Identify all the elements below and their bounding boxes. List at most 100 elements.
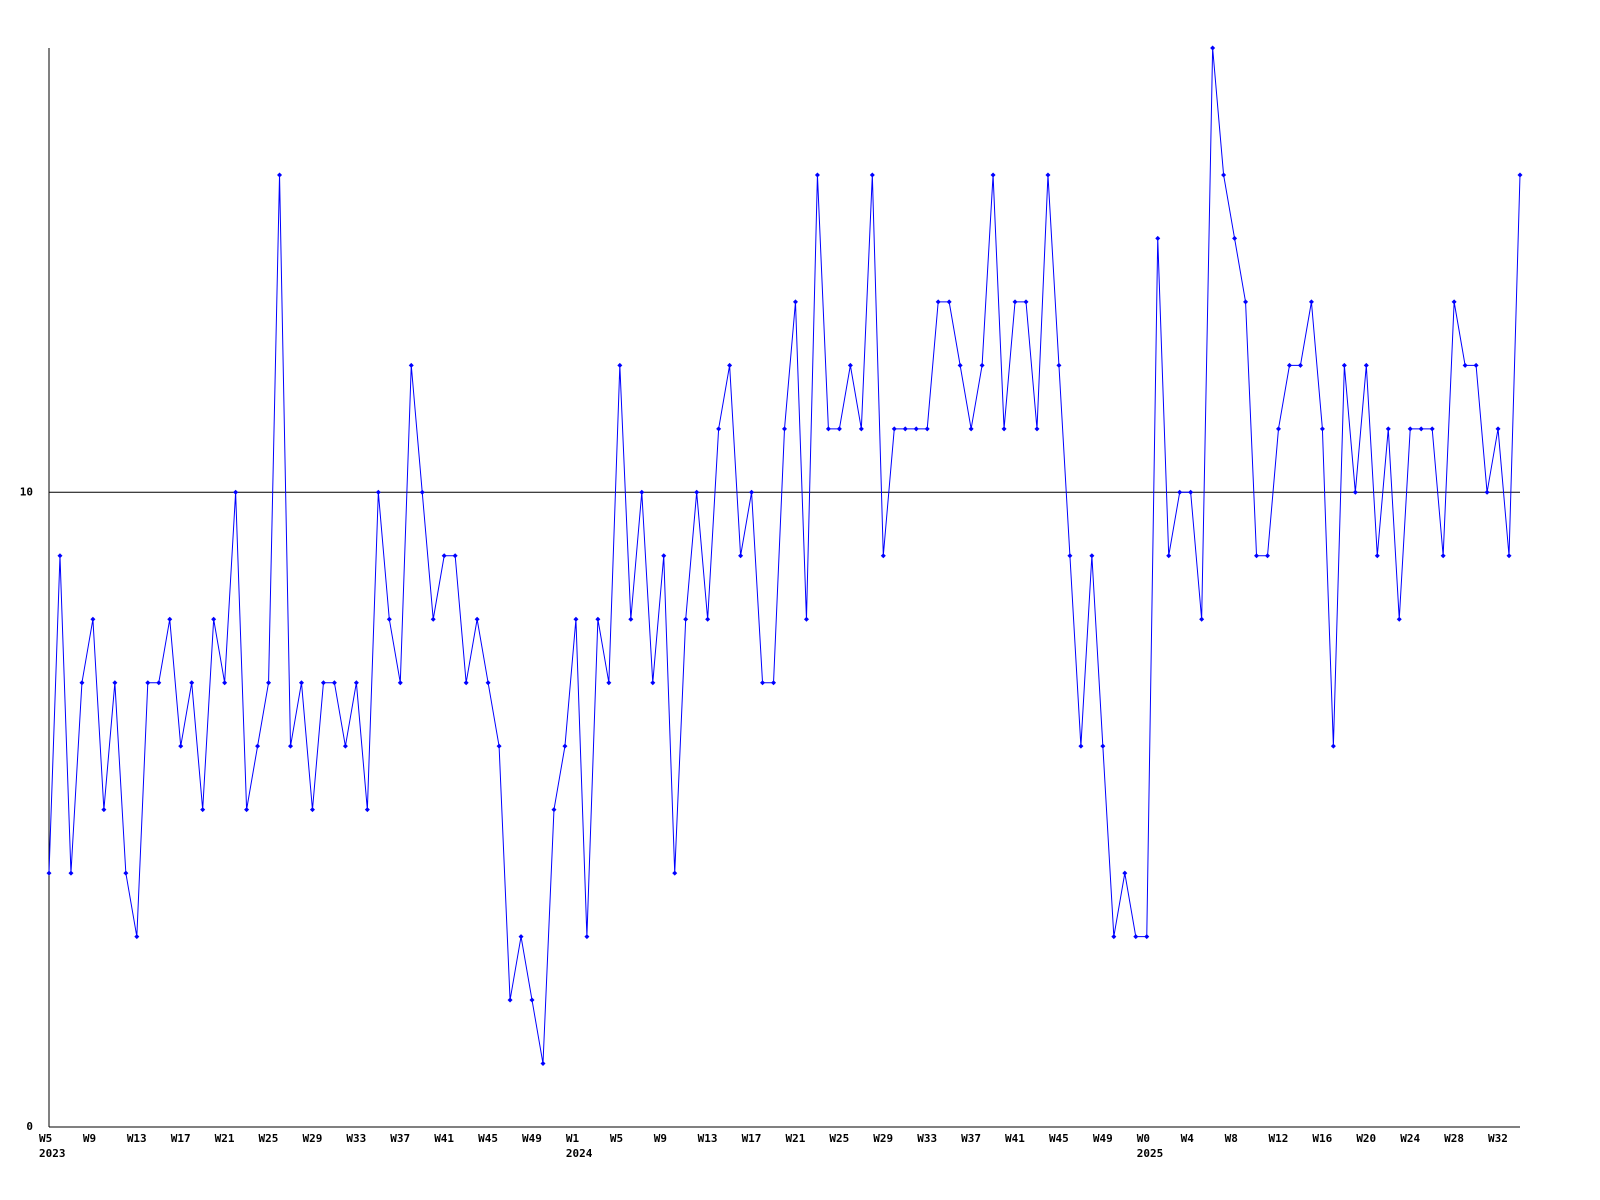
data-point (814, 172, 820, 178)
data-point (727, 362, 733, 368)
data-point (858, 426, 864, 432)
data-point (320, 680, 326, 686)
data-point (957, 362, 963, 368)
x-tick-label: W5 (39, 1132, 52, 1145)
data-point (529, 997, 535, 1003)
x-tick-label: W25 (259, 1132, 279, 1145)
data-point (1319, 426, 1325, 432)
x-tick-label: W49 (522, 1132, 542, 1145)
data-point (847, 362, 853, 368)
data-point (496, 743, 502, 749)
data-point (968, 426, 974, 432)
data-point (397, 680, 403, 686)
data-point (836, 426, 842, 432)
data-point (792, 299, 798, 305)
data-point (1484, 489, 1490, 495)
data-point (309, 807, 315, 813)
data-point (782, 426, 787, 432)
data-point (749, 489, 755, 495)
x-tick-label: W21 (215, 1132, 235, 1145)
data-point (803, 616, 809, 622)
data-point (1045, 172, 1051, 178)
data-point (1275, 426, 1281, 432)
data-point (924, 426, 930, 432)
x-tick-label: W9 (83, 1132, 96, 1145)
data-point (979, 362, 985, 368)
data-point (705, 616, 711, 622)
x-tick-label: W16 (1312, 1132, 1332, 1145)
data-point (880, 553, 886, 559)
data-point (1188, 489, 1194, 495)
data-point (1199, 616, 1205, 622)
data-point (112, 680, 118, 686)
data-point (1034, 426, 1040, 432)
data-point (57, 553, 63, 559)
x-tick-label: W5 (610, 1132, 623, 1145)
data-point (430, 616, 436, 622)
data-point (1067, 553, 1073, 559)
x-tick-label: W13 (698, 1132, 718, 1145)
data-point (1286, 362, 1292, 368)
x-year-label: 2025 (1137, 1147, 1164, 1160)
data-point (277, 172, 283, 178)
data-point (1429, 426, 1435, 432)
data-point (1385, 426, 1391, 432)
x-tick-label: W49 (1093, 1132, 1113, 1145)
data-point (672, 870, 678, 876)
data-point (90, 616, 96, 622)
data-point (1144, 934, 1150, 940)
x-tick-label: W45 (478, 1132, 498, 1145)
data-point (189, 680, 195, 686)
data-point (1056, 362, 1062, 368)
data-point (1407, 426, 1413, 432)
data-point (386, 616, 392, 622)
y-tick-label: 0 (26, 1120, 33, 1133)
data-point (1111, 934, 1117, 940)
x-year-label: 2023 (39, 1147, 66, 1160)
data-point (1122, 870, 1128, 876)
data-point (408, 362, 414, 368)
data-point (540, 1061, 546, 1067)
x-tick-label: W20 (1356, 1132, 1376, 1145)
data-point (902, 426, 908, 432)
data-point (1001, 426, 1007, 432)
data-point (1254, 553, 1260, 559)
data-point (1473, 362, 1479, 368)
data-point (1155, 235, 1161, 241)
x-tick-label: W24 (1400, 1132, 1420, 1145)
data-point (46, 870, 52, 876)
data-point (101, 807, 107, 813)
data-point (1089, 553, 1095, 559)
data-point (463, 680, 469, 686)
data-point (1495, 426, 1501, 432)
x-tick-label: W37 (961, 1132, 981, 1145)
data-point (1210, 45, 1216, 51)
data-point (145, 680, 151, 686)
data-point (1023, 299, 1029, 305)
data-point (1100, 743, 1106, 749)
data-point (639, 489, 645, 495)
x-tick-label: W4 (1181, 1132, 1195, 1145)
x-tick-label: W29 (873, 1132, 893, 1145)
data-point (1078, 743, 1084, 749)
data-point (79, 680, 85, 686)
data-point (441, 553, 447, 559)
data-point (1462, 362, 1468, 368)
data-point (694, 489, 700, 495)
data-point (1265, 553, 1271, 559)
data-point (518, 934, 524, 940)
data-point (233, 489, 239, 495)
data-point (551, 807, 557, 813)
data-point (123, 870, 129, 876)
data-point (1012, 299, 1018, 305)
data-line (48, 47, 1521, 1064)
data-point (298, 680, 304, 686)
data-point (891, 426, 897, 432)
x-tick-label: W17 (742, 1132, 762, 1145)
data-point (825, 426, 831, 432)
data-point (716, 426, 722, 432)
data-point (266, 680, 272, 686)
x-tick-label: W33 (346, 1132, 366, 1145)
data-point (1352, 489, 1358, 495)
